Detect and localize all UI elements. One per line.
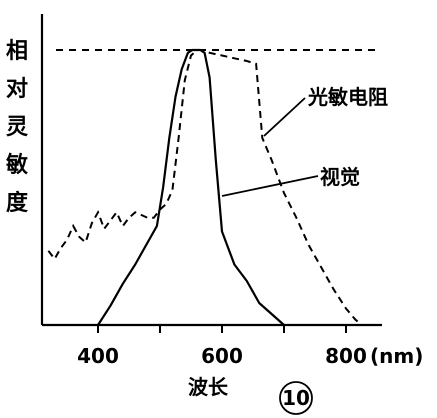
y-axis-label-char: 相 <box>6 39 28 64</box>
x-tick-label: 600 <box>201 344 243 368</box>
figure-number-circle <box>279 381 313 415</box>
x-axis-unit: (nm) <box>370 344 423 368</box>
x-ticks: 400 600 800 <box>77 325 367 368</box>
vision-label: 视觉 <box>320 165 360 189</box>
photoresistor-leader-line <box>263 97 306 137</box>
x-axis-label: 波长 <box>188 375 229 399</box>
y-axis-label-char: 对 <box>6 77 28 102</box>
figure-number: 10 <box>282 386 310 410</box>
series-vision-curve <box>97 48 285 326</box>
y-axis-label-char: 敏 <box>5 152 28 178</box>
photoresistor-label: 光敏电阻 <box>307 85 388 109</box>
x-tick-label: 800 <box>325 344 367 368</box>
y-axis-label-char: 灵 <box>6 115 28 140</box>
vision-leader-line <box>221 175 319 197</box>
y-axis-label-char: 度 <box>6 190 29 216</box>
x-tick-label: 400 <box>77 344 119 368</box>
